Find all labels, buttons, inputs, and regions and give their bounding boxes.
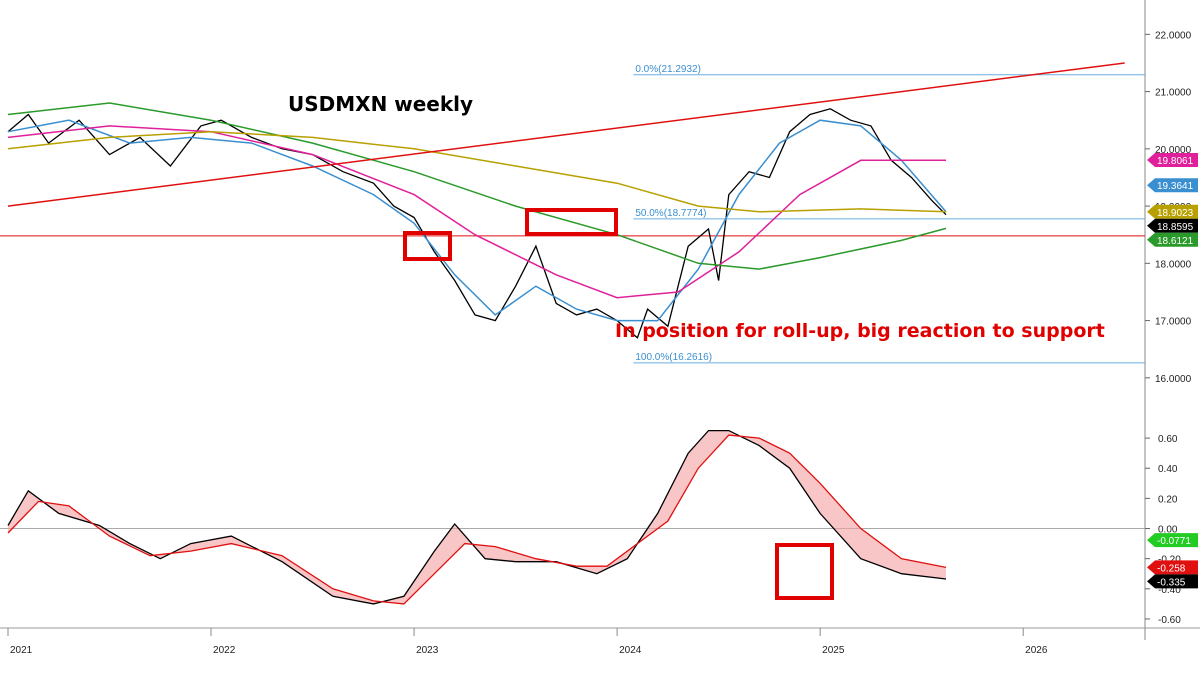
oscillator-series-line [7, 429, 947, 605]
osc-value-tag: -0.258 [1157, 563, 1186, 574]
axis-labels: 22.000021.000020.000019.000018.000017.00… [10, 30, 1198, 656]
oscillator-series-line [7, 434, 947, 605]
price-series-line [7, 102, 947, 270]
upper-series-group [7, 62, 1125, 339]
x-tick-label: 2025 [822, 645, 845, 656]
highlight-box-oscillator [775, 543, 834, 600]
osc-y-tick-label: 0.40 [1158, 464, 1178, 475]
chart-annotation: In position for roll-up, big reaction to… [615, 320, 1105, 342]
price-series-line [7, 130, 947, 213]
osc-y-tick-label: 0.60 [1158, 434, 1178, 445]
osc-value-tag: -0.335 [1157, 577, 1186, 588]
osc-y-tick-label: 0.20 [1158, 494, 1178, 505]
fib-level-label: 100.0%(16.2616) [635, 352, 712, 363]
lower-panel [0, 437, 1200, 636]
annotation-overlays [403, 208, 834, 600]
osc-y-tick-label: 0.00 [1158, 525, 1178, 536]
price-tag-bg [1147, 218, 1198, 233]
price-series-line [7, 108, 947, 339]
fib-level-label: 50.0%(18.7774) [635, 208, 706, 219]
price-tag: 18.6121 [1157, 236, 1194, 247]
price-tag-bg [1147, 178, 1198, 193]
osc-value-tag: -0.0771 [1157, 536, 1191, 547]
price-tag-bg [1147, 204, 1198, 219]
y-tick-label: 22.0000 [1155, 30, 1192, 41]
lower-series-group [7, 429, 947, 605]
y-tick-label: 20.0000 [1155, 145, 1192, 156]
osc-y-tick-label: -0.60 [1158, 615, 1181, 626]
price-series-line [7, 62, 1125, 207]
y-tick-label: 18.0000 [1155, 259, 1192, 270]
osc-y-tick-label: -0.20 [1158, 555, 1181, 566]
x-tick-label: 2024 [619, 645, 642, 656]
y-tick-label: 21.0000 [1155, 88, 1192, 99]
osc-y-tick-label: -0.40 [1158, 585, 1181, 596]
fib-level-label: 0.0%(21.2932) [635, 64, 701, 75]
price-tag-bg [1147, 152, 1198, 167]
price-tag: 19.8061 [1157, 156, 1194, 167]
osc-value-tag-bg [1147, 560, 1198, 575]
price-series-line [7, 119, 947, 322]
price-tag: 19.3641 [1157, 181, 1194, 192]
highlight-box-2023 [403, 231, 452, 261]
x-tick-label: 2022 [213, 645, 236, 656]
x-tick-label: 2021 [10, 645, 33, 656]
y-tick-label: 17.0000 [1155, 317, 1192, 328]
price-tag: 18.9023 [1157, 208, 1194, 219]
price-tag: 18.8595 [1157, 222, 1194, 233]
chart-title: USDMXN weekly [288, 92, 473, 116]
osc-value-tag-bg [1147, 533, 1198, 548]
price-tag-bg [1147, 232, 1198, 247]
highlight-box-fib50 [525, 208, 618, 236]
x-tick-label: 2023 [416, 645, 439, 656]
osc-value-tag-bg [1147, 574, 1198, 589]
x-tick-label: 2026 [1025, 645, 1048, 656]
y-tick-label: 16.0000 [1155, 374, 1192, 385]
